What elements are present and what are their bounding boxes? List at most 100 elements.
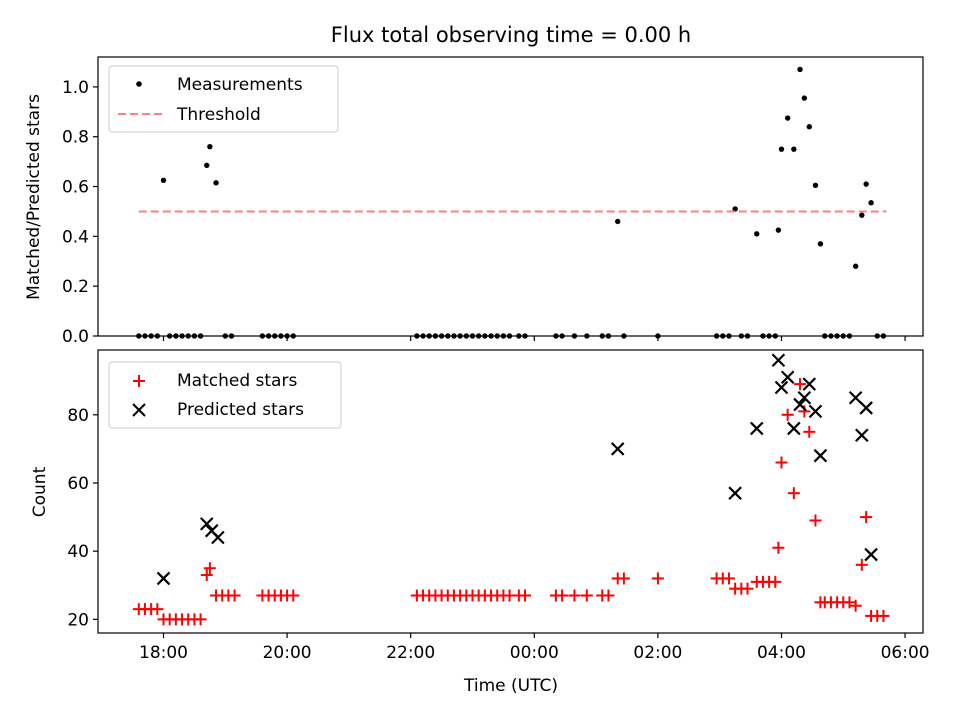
top-measurement-point — [852, 263, 859, 269]
top-measurement-point — [615, 218, 621, 225]
legend-measurements-label: Measurements — [177, 75, 303, 95]
bottom-chart-frame — [97, 349, 924, 634]
bottom-predicted-point — [855, 428, 869, 443]
bottom-predicted-point — [610, 442, 625, 456]
top-measurement-point — [791, 146, 797, 152]
bottom-xtick-label-6: 06:00 — [881, 643, 930, 663]
bottom-predicted-point — [787, 421, 801, 436]
bottom-predicted-point — [793, 397, 807, 412]
bottom-predicted-point — [797, 390, 812, 405]
bottom-chart-xlabel: Time (UTC) — [463, 676, 558, 696]
top-measurement-point — [160, 177, 167, 184]
top-measurement-point — [797, 66, 803, 73]
legend-matched-label: Matched stars — [177, 371, 297, 391]
top-ytick-label-0: 0.0 — [62, 327, 89, 347]
bottom-chart-panel: 20 40 60 80 18:00 20:00 22:00 00:00 02:00 04:00 06… — [30, 349, 930, 696]
bottom-predicted-point — [774, 380, 789, 395]
top-ytick-label-3: 0.6 — [62, 178, 89, 198]
bottom-xtick-label-2: 22:00 — [386, 643, 435, 663]
top-measurement-point — [207, 143, 213, 150]
top-chart-frame — [97, 56, 924, 337]
top-ytick-label-2: 0.4 — [62, 227, 89, 247]
top-chart-ticks: 0.0 0.2 0.4 0.6 0.8 1.0 — [62, 78, 906, 347]
bottom-predicted-point — [813, 448, 828, 463]
bottom-legend-box — [108, 361, 342, 429]
bottom-predicted-point — [802, 377, 817, 391]
bottom-chart-ticks: 20 40 60 80 18:00 20:00 22:00 00:00 02:00 04:00 06… — [67, 406, 929, 663]
bottom-matched-point — [855, 558, 868, 571]
bottom-matched-point — [556, 589, 569, 602]
bottom-xtick-label-5: 04:00 — [757, 643, 806, 663]
top-chart-legend: Measurements Threshold — [108, 65, 339, 133]
bottom-matched-point — [228, 589, 241, 602]
top-measurement-point — [817, 241, 824, 247]
legend-predicted-label: Predicted stars — [177, 400, 304, 420]
bottom-matched-point — [194, 613, 207, 626]
bottom-predicted-point — [211, 530, 225, 545]
bottom-predicted-point — [749, 421, 764, 436]
top-chart-title: Flux total observing time = 0.00 h — [331, 23, 691, 47]
top-measurement-point — [812, 182, 819, 188]
top-measurement-point — [784, 115, 791, 121]
bottom-xtick-label-1: 20:00 — [263, 643, 312, 663]
bottom-xtick-label-3: 00:00 — [510, 643, 559, 663]
top-measurement-point — [863, 181, 869, 187]
legend-matched-marker — [133, 375, 145, 387]
bottom-matched-point — [617, 572, 630, 585]
bottom-predicted-point — [808, 404, 823, 419]
bottom-chart-marks — [132, 353, 890, 626]
bottom-xtick-label-4: 02:00 — [633, 643, 682, 663]
bottom-ytick-label-0: 20 — [67, 610, 89, 630]
bottom-matched-point — [580, 589, 593, 602]
top-measurement-point — [859, 212, 865, 218]
legend-threshold-label: Threshold — [176, 105, 261, 125]
bottom-matched-point — [203, 562, 216, 575]
bottom-chart-legend: Matched stars Predicted stars — [108, 361, 342, 429]
bottom-matched-point — [803, 425, 816, 438]
bottom-predicted-point — [848, 390, 863, 405]
bottom-matched-point — [877, 609, 890, 622]
bottom-matched-point — [781, 408, 794, 421]
top-measurement-point — [778, 146, 785, 152]
top-measurement-point — [806, 124, 812, 130]
top-legend-box — [108, 65, 339, 133]
bottom-matched-point — [602, 589, 615, 602]
bottom-matched-point — [519, 589, 532, 602]
bottom-matched-point — [843, 596, 856, 609]
bottom-matched-point — [809, 514, 822, 527]
bottom-ytick-label-3: 80 — [67, 406, 89, 426]
bottom-ytick-label-2: 60 — [67, 474, 89, 494]
bottom-predicted-point — [199, 517, 214, 531]
top-ytick-label-1: 0.2 — [62, 277, 89, 297]
bottom-matched-point — [568, 589, 581, 602]
bottom-matched-point — [849, 599, 862, 612]
bottom-matched-point — [787, 487, 800, 500]
top-measurement-point — [204, 162, 210, 169]
bottom-predicted-point — [859, 401, 873, 415]
top-measurement-point — [732, 206, 738, 212]
bottom-predicted-point — [728, 486, 742, 500]
top-measurement-point — [868, 200, 874, 206]
bottom-chart-ylabel: Count — [30, 466, 50, 517]
top-measurement-point — [801, 95, 808, 101]
bottom-matched-point — [741, 582, 754, 595]
bottom-matched-point — [772, 541, 785, 554]
top-measurement-point — [754, 231, 760, 237]
top-ytick-label-4: 0.8 — [62, 128, 89, 148]
bottom-matched-point — [287, 589, 300, 602]
bottom-matched-point — [651, 572, 664, 585]
legend-measurements-marker — [136, 81, 142, 87]
top-measurement-point — [213, 180, 219, 186]
bottom-predicted-point — [864, 547, 878, 562]
top-measurement-point — [775, 227, 782, 233]
bottom-predicted-point — [156, 571, 171, 586]
bottom-predicted-point — [771, 353, 786, 368]
bottom-matched-point — [775, 456, 788, 469]
bottom-matched-point — [860, 511, 873, 524]
bottom-ytick-label-1: 40 — [67, 542, 89, 562]
bottom-matched-point — [151, 603, 164, 616]
bottom-matched-point — [722, 572, 735, 585]
bottom-predicted-point — [780, 370, 795, 385]
bottom-matched-point — [769, 575, 782, 588]
bottom-xtick-label-0: 18:00 — [139, 643, 188, 663]
